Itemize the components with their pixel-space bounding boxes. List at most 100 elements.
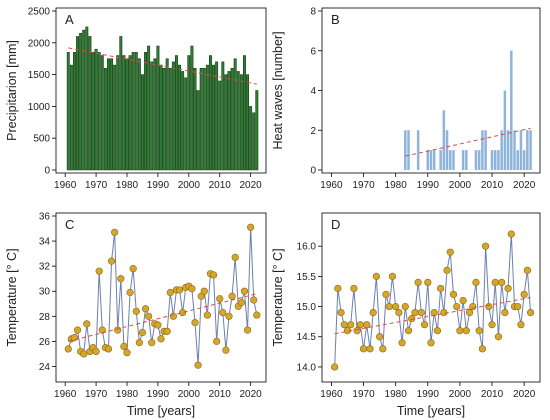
y-axis-label: Temperature [° C] xyxy=(271,248,285,346)
data-point xyxy=(482,242,490,250)
data-point xyxy=(372,272,380,280)
bar xyxy=(85,26,89,171)
bar xyxy=(69,64,73,171)
y-tick-label: 1000 xyxy=(28,102,51,113)
bar xyxy=(168,67,172,171)
data-point xyxy=(126,288,134,297)
bar xyxy=(199,67,203,171)
x-tick-label: 1990 xyxy=(147,180,170,191)
bar xyxy=(249,106,253,171)
bar xyxy=(224,74,228,171)
data-point xyxy=(469,302,477,311)
bar xyxy=(519,130,523,170)
bar xyxy=(493,150,497,170)
panel-c: C 1960 1970 1980 1990 2000 2010 2020 24 26 28 30 32 3… xyxy=(5,212,267,418)
data-point xyxy=(363,321,371,329)
panel-d: D 1960 1970 1980 1990 2000 2010 2020 14.0 14.5 15.… xyxy=(271,212,541,418)
bar xyxy=(72,52,76,171)
data-point xyxy=(379,345,387,353)
data-point xyxy=(154,321,162,329)
data-point xyxy=(420,321,429,329)
data-point xyxy=(73,326,82,334)
bar xyxy=(516,150,519,170)
data-point xyxy=(145,312,153,320)
data-point xyxy=(504,284,512,293)
data-point xyxy=(443,266,451,274)
bar xyxy=(452,150,455,170)
x-tick-label: 2010 xyxy=(481,180,504,191)
data-point xyxy=(340,321,348,329)
x-tick-label: 1970 xyxy=(85,180,108,191)
bar xyxy=(79,33,83,171)
bar xyxy=(97,52,101,171)
x-tick-label: 1960 xyxy=(320,180,343,191)
y-tick-label: 28 xyxy=(39,312,51,323)
data-point xyxy=(427,339,435,347)
plot-frame xyxy=(55,7,267,174)
data-point xyxy=(337,308,345,317)
bar xyxy=(205,64,209,171)
data-point xyxy=(98,326,106,334)
bar xyxy=(230,67,234,171)
y-tick-label: 1500 xyxy=(28,70,51,81)
data-point xyxy=(517,321,525,329)
bar xyxy=(76,36,80,171)
x-tick-label: 2010 xyxy=(209,389,232,400)
data-point xyxy=(175,286,184,294)
bar xyxy=(66,52,70,171)
data-point xyxy=(501,308,509,317)
bar xyxy=(174,55,178,171)
y-tick-label: 500 xyxy=(33,134,50,145)
panel-label: C xyxy=(65,217,74,232)
data-point xyxy=(520,290,528,299)
bar xyxy=(208,55,212,171)
data-point xyxy=(456,327,464,335)
y-axis-label: Precipitarion [mm] xyxy=(5,40,19,141)
bar xyxy=(252,112,256,171)
data-point xyxy=(401,302,409,311)
bar xyxy=(91,52,95,171)
bar xyxy=(506,130,510,170)
data-point xyxy=(453,302,461,311)
data-point xyxy=(120,342,128,351)
data-point xyxy=(141,305,150,313)
bar xyxy=(106,58,110,171)
data-point xyxy=(157,335,165,343)
data-point xyxy=(472,278,480,287)
data-point xyxy=(507,230,515,238)
y-tick-label: 24 xyxy=(39,362,51,373)
x-tick-label: 2000 xyxy=(178,180,201,191)
data-point xyxy=(347,321,355,329)
data-point xyxy=(132,307,140,315)
x-tick-label: 2020 xyxy=(513,180,536,191)
panel-b: B 1960 1970 1980 1990 2000 2010 2020 0 2 4 6 8 Heat w… xyxy=(271,7,541,191)
data-point xyxy=(369,308,377,317)
data-point xyxy=(95,267,103,275)
y-tick-label: 6 xyxy=(310,46,316,57)
data-point xyxy=(359,345,368,353)
data-point xyxy=(376,333,384,341)
bar xyxy=(510,50,513,170)
data-point xyxy=(331,363,339,371)
data-point xyxy=(491,278,499,287)
data-point xyxy=(231,253,239,261)
bar xyxy=(449,150,452,170)
x-tick-label: 2000 xyxy=(449,180,472,191)
x-tick-label: 1960 xyxy=(54,180,77,191)
bar xyxy=(522,150,526,170)
bar xyxy=(246,74,250,171)
data-point xyxy=(219,308,227,317)
x-tick-label: 1980 xyxy=(116,180,139,191)
bar xyxy=(490,150,494,170)
bar xyxy=(481,130,484,170)
data-point xyxy=(191,318,199,327)
bar xyxy=(202,67,206,171)
data-point xyxy=(225,312,233,320)
data-point xyxy=(213,337,221,345)
data-point xyxy=(247,223,255,231)
data-point xyxy=(92,347,100,356)
bar xyxy=(227,71,231,171)
bar xyxy=(110,58,114,171)
data-point xyxy=(203,311,211,319)
